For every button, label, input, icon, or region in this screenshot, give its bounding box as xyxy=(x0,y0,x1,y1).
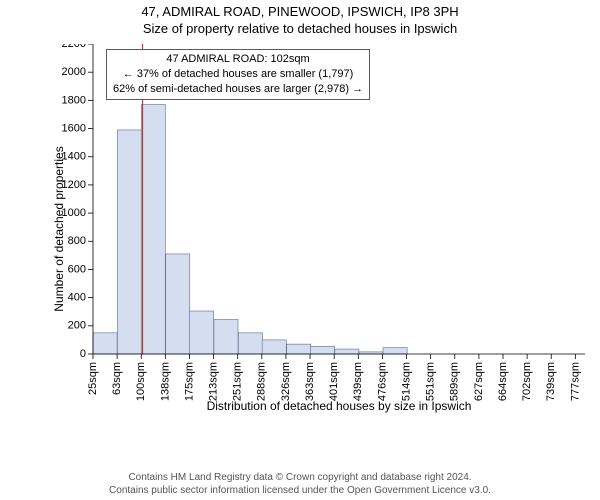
footer-line-2: Contains public sector information licen… xyxy=(0,484,600,497)
chart-container: 47, ADMIRAL ROAD, PINEWOOD, IPSWICH, IP8… xyxy=(0,0,600,500)
svg-text:175sqm: 175sqm xyxy=(183,362,195,401)
svg-text:200: 200 xyxy=(68,320,86,332)
svg-text:1800: 1800 xyxy=(62,94,86,106)
svg-text:63sqm: 63sqm xyxy=(111,362,123,395)
svg-text:326sqm: 326sqm xyxy=(280,362,292,401)
svg-text:1200: 1200 xyxy=(62,179,86,191)
annotation-line-3: 62% of semi-detached houses are larger (… xyxy=(113,82,363,97)
svg-text:600: 600 xyxy=(68,263,86,275)
svg-text:288sqm: 288sqm xyxy=(256,362,268,401)
svg-text:2000: 2000 xyxy=(62,66,86,78)
annotation-line-1: 47 ADMIRAL ROAD: 102sqm xyxy=(113,52,363,67)
histogram-bar xyxy=(335,349,359,354)
svg-text:476sqm: 476sqm xyxy=(376,362,388,401)
svg-text:777sqm: 777sqm xyxy=(569,362,581,401)
svg-text:514sqm: 514sqm xyxy=(400,362,412,401)
histogram-bar xyxy=(141,105,165,354)
histogram-bar xyxy=(383,348,407,354)
annotation-callout: 47 ADMIRAL ROAD: 102sqm ← 37% of detache… xyxy=(106,49,370,100)
svg-text:363sqm: 363sqm xyxy=(304,362,316,401)
header: 47, ADMIRAL ROAD, PINEWOOD, IPSWICH, IP8… xyxy=(0,0,600,36)
svg-text:0: 0 xyxy=(80,348,86,360)
histogram-bar xyxy=(310,346,334,354)
histogram-bar xyxy=(238,333,262,354)
footer: Contains HM Land Registry data © Crown c… xyxy=(0,471,600,497)
histogram-bar xyxy=(214,319,238,354)
x-axis-label: Distribution of detached houses by size … xyxy=(207,399,472,413)
svg-text:1600: 1600 xyxy=(62,122,86,134)
footer-line-1: Contains HM Land Registry data © Crown c… xyxy=(0,471,600,484)
histogram-bar xyxy=(189,311,213,354)
svg-text:702sqm: 702sqm xyxy=(521,362,533,401)
svg-text:400: 400 xyxy=(68,292,86,304)
svg-text:1000: 1000 xyxy=(62,207,86,219)
annotation-line-2: ← 37% of detached houses are smaller (1,… xyxy=(113,67,363,82)
title-subtitle: Size of property relative to detached ho… xyxy=(0,19,600,36)
svg-text:800: 800 xyxy=(68,235,86,247)
histogram-bar xyxy=(262,340,286,354)
svg-text:739sqm: 739sqm xyxy=(545,362,557,401)
title-address: 47, ADMIRAL ROAD, PINEWOOD, IPSWICH, IP8… xyxy=(0,0,600,19)
svg-text:25sqm: 25sqm xyxy=(87,362,99,395)
svg-text:138sqm: 138sqm xyxy=(159,362,171,401)
histogram-bar xyxy=(93,333,117,354)
svg-text:627sqm: 627sqm xyxy=(473,362,485,401)
svg-text:439sqm: 439sqm xyxy=(352,362,364,401)
svg-text:589sqm: 589sqm xyxy=(449,362,461,401)
svg-text:401sqm: 401sqm xyxy=(328,362,340,401)
svg-text:1400: 1400 xyxy=(62,151,86,163)
histogram-bar xyxy=(166,254,190,354)
svg-text:2200: 2200 xyxy=(62,44,86,50)
histogram-bar xyxy=(287,344,311,354)
svg-text:213sqm: 213sqm xyxy=(207,362,219,401)
histogram-bar xyxy=(117,130,141,354)
svg-text:664sqm: 664sqm xyxy=(497,362,509,401)
svg-text:100sqm: 100sqm xyxy=(135,362,147,401)
svg-text:251sqm: 251sqm xyxy=(232,362,244,401)
svg-text:551sqm: 551sqm xyxy=(425,362,437,401)
